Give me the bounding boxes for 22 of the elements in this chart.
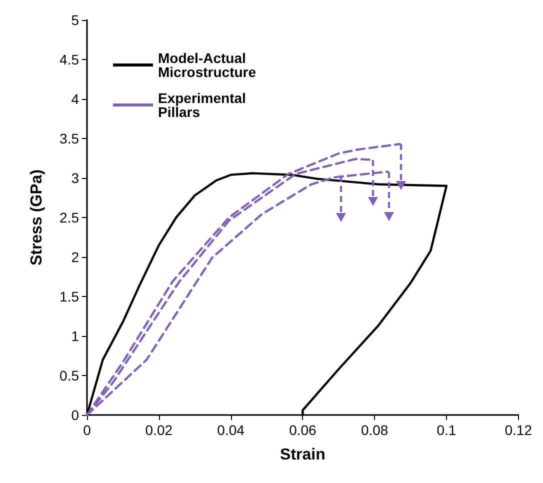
x-axis-title: Strain — [280, 446, 326, 464]
y-tick-label: 4.5 — [60, 52, 80, 68]
y-tick-label: 0.5 — [60, 368, 80, 384]
x-tick-label: 0 — [83, 422, 92, 438]
x-tick-label: 0.06 — [289, 422, 317, 438]
x-tick-label: 0.02 — [145, 422, 173, 438]
legend-label: Model-Actual Microstructure — [158, 50, 256, 80]
x-tick-label: 0.08 — [360, 422, 388, 438]
x-tick-label: 0.04 — [217, 422, 245, 438]
y-tick-label: 2 — [71, 249, 80, 265]
legend-label: Experimental Pillars — [158, 90, 250, 120]
y-tick-label: 3.5 — [60, 130, 80, 146]
y-tick-label: 2.5 — [60, 210, 80, 226]
x-tick-label: 0.12 — [504, 422, 532, 438]
x-tick-label: 0.1 — [436, 422, 456, 438]
y-tick-label: 5 — [71, 12, 80, 28]
y-tick-label: 1 — [71, 328, 80, 344]
y-tick-label: 1.5 — [60, 288, 80, 304]
y-tick-label: 0 — [71, 407, 80, 423]
y-axis-title: Stress (GPa) — [28, 169, 46, 266]
y-tick-label: 4 — [71, 91, 80, 107]
y-tick-label: 3 — [71, 170, 80, 186]
